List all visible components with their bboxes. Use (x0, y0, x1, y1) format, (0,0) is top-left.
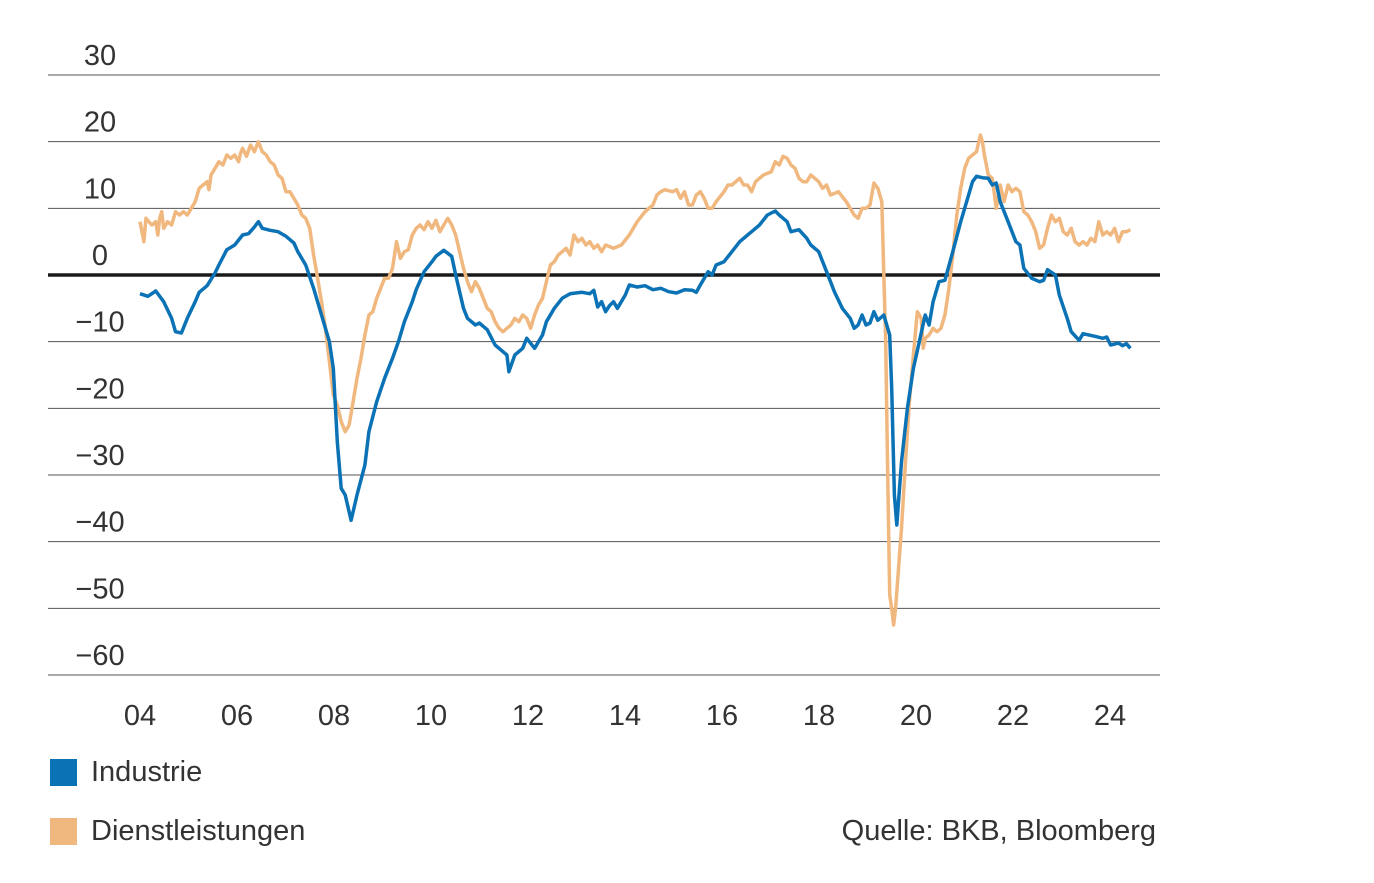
legend-label-industrie: Industrie (91, 756, 203, 788)
y-tick-label: −60 (75, 640, 124, 672)
y-tick-label: −20 (75, 373, 124, 405)
legend-swatch-industrie (50, 759, 77, 786)
x-tick-label: 14 (609, 700, 641, 732)
legend-item-industrie: Industrie (50, 756, 202, 789)
x-tick-label: 24 (1094, 700, 1126, 732)
x-tick-label: 18 (803, 700, 835, 732)
y-tick-label: 30 (84, 40, 116, 72)
legend-swatch-dienstleistungen (50, 818, 77, 845)
y-tick-label: 20 (84, 107, 116, 139)
x-tick-label: 08 (318, 700, 350, 732)
x-tick-label: 04 (124, 700, 156, 732)
x-tick-label: 06 (221, 700, 253, 732)
x-tick-label: 12 (512, 700, 544, 732)
y-tick-label: −50 (75, 573, 124, 605)
legend-label-dienstleistungen: Dienstleistungen (91, 815, 306, 847)
legend-item-dienstleistungen: Dienstleistungen (50, 815, 305, 848)
x-tick-label: 10 (415, 700, 447, 732)
y-tick-label: 10 (84, 173, 116, 205)
y-tick-label: −30 (75, 440, 124, 472)
x-tick-label: 22 (997, 700, 1029, 732)
x-tick-label: 20 (900, 700, 932, 732)
x-axis: 04 06 08 10 12 14 16 18 20 22 24 (124, 700, 1126, 732)
y-tick-label: 0 (92, 240, 108, 272)
y-axis: 30 20 10 0 −10 −20 −30 −40 −50 −60 (75, 40, 124, 672)
series-line-dienstleistungen (138, 133, 1132, 627)
source-note: Quelle: BKB, Bloomberg (841, 815, 1156, 847)
series-lines (138, 133, 1132, 627)
y-tick-label: −40 (75, 507, 124, 539)
x-tick-label: 16 (706, 700, 738, 732)
grid-lines (48, 74, 1160, 676)
series-line-industrie (139, 174, 1132, 527)
y-tick-label: −10 (75, 307, 124, 339)
